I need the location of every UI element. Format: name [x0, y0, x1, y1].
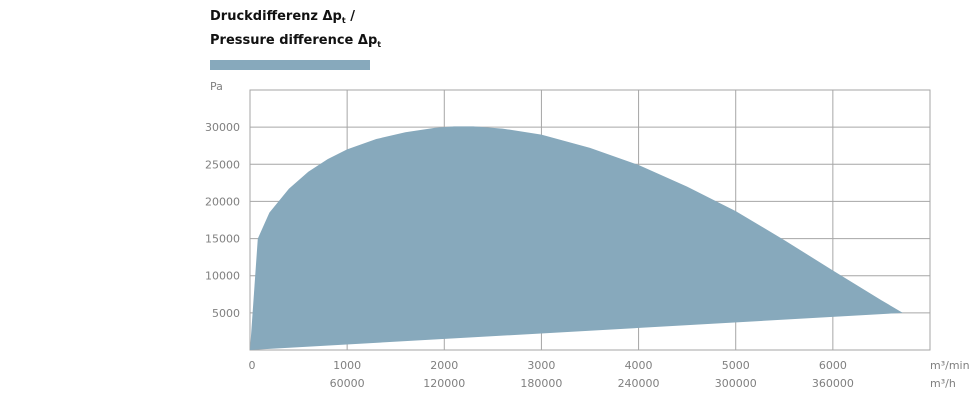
y-tick-label: 10000: [205, 270, 240, 283]
x-tick-label: 4000: [625, 359, 653, 372]
y-tick-label: 15000: [205, 233, 240, 246]
x2-tick-label: 360000: [812, 377, 854, 390]
y-tick-label: 25000: [205, 158, 240, 171]
x2-tick-label: 240000: [618, 377, 660, 390]
x-tick-label: 5000: [722, 359, 750, 372]
x-axis-label: m³/min: [930, 359, 970, 372]
x2-tick-label: 120000: [423, 377, 465, 390]
y-axis-label: Pa: [210, 80, 223, 93]
x2-tick-label: 300000: [715, 377, 757, 390]
title-line-1: Druckdifferenz Δpt /: [210, 9, 355, 25]
chart-title: Druckdifferenz Δpt / Pressure difference…: [210, 7, 381, 55]
x2-tick-label: 180000: [520, 377, 562, 390]
x2-tick-label: 60000: [330, 377, 365, 390]
y-tick-labels: 5000 10000 15000 20000 25000 30000: [205, 121, 240, 320]
x2-axis-label: m³/h: [930, 377, 956, 390]
x2-tick-labels: 60000 120000 180000 240000 300000 360000: [330, 377, 854, 390]
y-tick-label: 5000: [212, 307, 240, 320]
y-tick-label: 20000: [205, 195, 240, 208]
y-tick-label: 30000: [205, 121, 240, 134]
operating-area: [250, 126, 903, 351]
legend-swatch: [210, 60, 370, 70]
x-tick-label: 6000: [819, 359, 847, 372]
x-tick-labels: 0 1000 2000 3000 4000 5000 6000: [249, 359, 847, 372]
x-tick-label: 3000: [527, 359, 555, 372]
x-tick-label: 2000: [430, 359, 458, 372]
x-tick-label: 0: [249, 359, 256, 372]
x-tick-label: 1000: [333, 359, 361, 372]
plot-frame: [249, 89, 931, 351]
title-line-2: Pressure difference Δpt: [210, 33, 382, 49]
